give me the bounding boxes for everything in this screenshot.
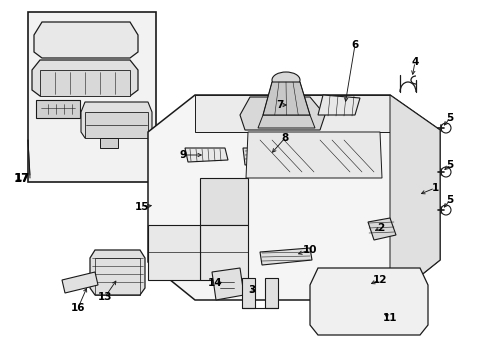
Text: 5: 5 xyxy=(446,113,453,123)
Text: 4: 4 xyxy=(410,57,418,67)
Polygon shape xyxy=(212,268,244,300)
Polygon shape xyxy=(260,248,311,265)
Text: 10: 10 xyxy=(302,245,317,255)
Polygon shape xyxy=(240,97,325,130)
Polygon shape xyxy=(309,268,427,335)
Polygon shape xyxy=(32,60,138,96)
Polygon shape xyxy=(90,250,145,295)
Polygon shape xyxy=(40,70,130,96)
Text: 5: 5 xyxy=(446,160,453,170)
Polygon shape xyxy=(243,148,269,165)
Bar xyxy=(267,282,273,304)
Text: 14: 14 xyxy=(207,278,222,288)
Polygon shape xyxy=(245,132,381,178)
Text: 16: 16 xyxy=(71,303,85,313)
Polygon shape xyxy=(200,178,247,225)
Polygon shape xyxy=(85,112,148,138)
Text: 11: 11 xyxy=(382,313,396,323)
Polygon shape xyxy=(195,95,389,132)
Text: 9: 9 xyxy=(179,150,186,160)
Text: 2: 2 xyxy=(377,223,384,233)
Polygon shape xyxy=(150,182,200,216)
Bar xyxy=(40,103,76,115)
Polygon shape xyxy=(367,218,395,240)
Polygon shape xyxy=(100,138,118,148)
Polygon shape xyxy=(36,100,80,118)
Text: 8: 8 xyxy=(281,133,288,143)
Polygon shape xyxy=(34,22,138,58)
Text: 13: 13 xyxy=(98,292,112,302)
Text: 12: 12 xyxy=(372,275,386,285)
Text: 17: 17 xyxy=(15,173,29,183)
Polygon shape xyxy=(155,188,195,216)
Polygon shape xyxy=(148,95,439,300)
Polygon shape xyxy=(263,82,309,115)
Bar xyxy=(317,138,367,174)
Bar xyxy=(215,276,240,296)
Text: 5: 5 xyxy=(446,195,453,205)
Text: 3: 3 xyxy=(248,285,255,295)
Text: 17: 17 xyxy=(14,171,30,184)
Text: 15: 15 xyxy=(135,202,149,212)
Polygon shape xyxy=(389,95,439,300)
Polygon shape xyxy=(81,102,152,138)
Polygon shape xyxy=(264,278,278,308)
Polygon shape xyxy=(258,115,314,128)
Text: 7: 7 xyxy=(276,100,283,110)
Polygon shape xyxy=(148,225,200,280)
Bar xyxy=(245,282,251,304)
Polygon shape xyxy=(242,278,254,308)
Bar xyxy=(258,138,307,174)
Text: 1: 1 xyxy=(430,183,438,193)
Ellipse shape xyxy=(271,72,299,88)
Polygon shape xyxy=(317,95,359,115)
Polygon shape xyxy=(184,148,227,162)
Bar xyxy=(28,12,156,182)
Text: 6: 6 xyxy=(351,40,358,50)
Polygon shape xyxy=(200,225,247,280)
Polygon shape xyxy=(62,272,98,293)
